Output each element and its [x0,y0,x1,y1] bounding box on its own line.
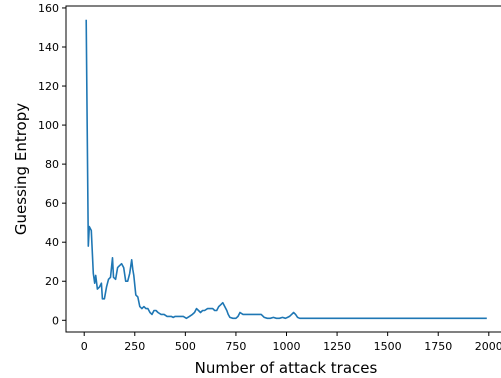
y-tick-label: 20 [45,275,59,288]
x-tick-label: 500 [175,340,196,353]
x-tick-label: 1500 [374,340,402,353]
x-tick-label: 750 [225,340,246,353]
y-tick-label: 160 [38,2,59,15]
x-tick-label: 250 [124,340,145,353]
plot-area [65,5,501,333]
y-tick-label: 100 [38,119,59,132]
y-tick-label: 80 [45,158,59,171]
y-tick-label: 40 [45,236,59,249]
x-tick-label: 1750 [424,340,452,353]
y-tick-label: 140 [38,41,59,54]
x-axis-ticks: 0 250 500 750 1000 1250 1500 1750 2000 [81,332,501,353]
y-tick-label: 0 [52,314,59,327]
x-tick-label: 1000 [273,340,301,353]
x-tick-label: 1250 [323,340,351,353]
y-axis-ticks: 0 20 40 60 80 100 120 140 160 [38,2,66,327]
x-tick-label: 0 [81,340,88,353]
y-tick-label: 120 [38,80,59,93]
y-tick-label: 60 [45,197,59,210]
x-tick-label: 2000 [475,340,501,353]
series-group [85,19,487,320]
series-line [85,19,487,320]
y-axis-label: Guessing Entropy [12,103,30,235]
x-axis-label: Number of attack traces [195,359,378,377]
